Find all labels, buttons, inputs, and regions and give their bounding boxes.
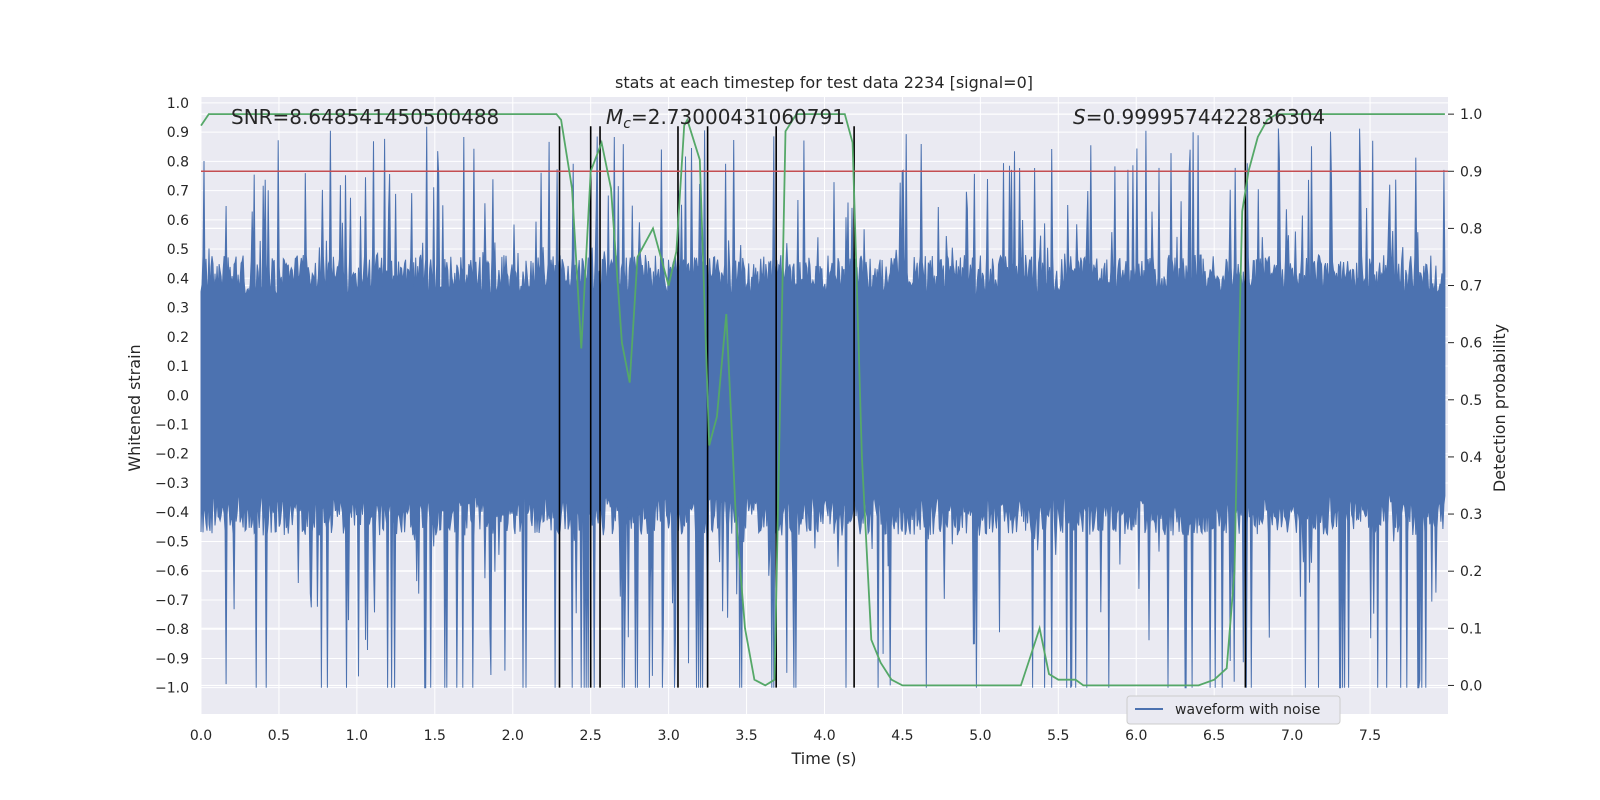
x-tick-label: 2.0: [502, 728, 524, 744]
legend-label-waveform: waveform with noise: [1175, 702, 1320, 718]
y-left-tick-label: −0.8: [155, 622, 189, 638]
y-right-tick-label: 0.4: [1460, 450, 1482, 466]
y-right-tick-label: 0.3: [1460, 507, 1482, 523]
y-left-axis-ticks: 1.0 0.9 0.8 0.7 0.6 0.5 0.4 0.3 0.2 0.1 0.0 −0.1 −0.…: [155, 96, 189, 697]
y-left-tick-label: 0.1: [167, 359, 189, 375]
y-left-tick-label: −0.7: [155, 593, 189, 609]
y-right-tick-label: 0.2: [1460, 564, 1482, 580]
y-right-tick-label: 1.0: [1460, 107, 1482, 123]
x-tick-label: 0.5: [268, 728, 290, 744]
x-axis-label: Time (s): [790, 749, 856, 768]
y-left-tick-label: −1.0: [155, 681, 189, 697]
y-left-tick-label: −0.2: [155, 447, 189, 463]
probability-line: [200, 113, 1445, 687]
chirp-mass-value: =2.73000431060791: [631, 105, 845, 129]
score-annotation: S=0.9999574422836304: [1073, 105, 1325, 129]
y-left-tick-label: −0.5: [155, 534, 189, 550]
y-right-tick-label: 0.5: [1460, 393, 1482, 409]
y-left-tick-label: 0.2: [167, 330, 189, 346]
y-left-tick-label: −0.6: [155, 564, 189, 580]
x-tick-label: 5.0: [969, 728, 991, 744]
x-tick-label: 4.5: [891, 728, 913, 744]
x-tick-label: 4.0: [813, 728, 835, 744]
x-tick-label: 1.0: [346, 728, 368, 744]
y-right-tick-label: 0.7: [1460, 279, 1482, 295]
y-left-tick-label: −0.1: [155, 418, 189, 434]
y-right-tick-label: 0.1: [1460, 621, 1482, 637]
chirp-mass-subscript: c: [623, 116, 631, 132]
y-left-tick-label: 1.0: [167, 96, 189, 112]
y-left-tick-label: 0.5: [167, 242, 189, 258]
chirp-mass-annotation: Mc=2.73000431060791: [606, 105, 845, 132]
y-right-tick-label: 0.6: [1460, 336, 1482, 352]
x-tick-label: 3.0: [657, 728, 679, 744]
y-left-tick-label: 0.0: [167, 388, 189, 404]
x-tick-label: 7.5: [1359, 728, 1381, 744]
y-left-tick-label: −0.9: [155, 651, 189, 667]
x-tick-label: 0.0: [190, 728, 212, 744]
y-right-tick-label: 0.9: [1460, 164, 1482, 180]
x-tick-label: 7.0: [1281, 728, 1303, 744]
y-left-tick-label: 0.3: [167, 301, 189, 317]
x-tick-label: 1.5: [424, 728, 446, 744]
score-symbol: S: [1073, 105, 1086, 129]
y-left-tick-label: −0.4: [155, 505, 189, 521]
x-tick-label: 2.5: [580, 728, 602, 744]
x-tick-label: 6.5: [1203, 728, 1225, 744]
x-tick-label: 6.0: [1125, 728, 1147, 744]
x-tick-label: 3.5: [735, 728, 757, 744]
legend-box: [1126, 695, 1341, 725]
score-value: =0.9999574422836304: [1086, 105, 1325, 129]
y-left-tick-label: −0.3: [155, 476, 189, 492]
y-right-tick-label: 0.0: [1460, 678, 1482, 694]
y-right-axis-ticks: 1.0 0.9 0.8 0.7 0.6 0.5 0.4 0.3 0.2 0.1 0.0: [1448, 107, 1482, 694]
snr-annotation: SNR=8.648541450500488: [231, 105, 499, 129]
y-left-tick-label: 0.9: [167, 125, 189, 141]
y-left-tick-label: 0.7: [167, 184, 189, 200]
y-left-tick-label: 0.6: [167, 213, 189, 229]
y-left-tick-label: 0.4: [167, 271, 189, 287]
y-right-axis-label: Detection probability: [1490, 324, 1509, 492]
x-axis-ticks: 0.0 0.5 1.0 1.5 2.0 2.5 3.0 3.5 4.0 4.5 5.0 5.5 6.0 6…: [190, 728, 1381, 744]
chirp-mass-symbol: M: [606, 105, 623, 129]
chart-title: stats at each timestep for test data 223…: [615, 73, 1033, 92]
y-right-tick-label: 0.8: [1460, 221, 1482, 237]
y-left-tick-label: 0.8: [167, 154, 189, 170]
legend: waveform with noise: [1126, 695, 1341, 725]
y-left-axis-label: Whitened strain: [125, 344, 144, 471]
x-tick-label: 5.5: [1047, 728, 1069, 744]
